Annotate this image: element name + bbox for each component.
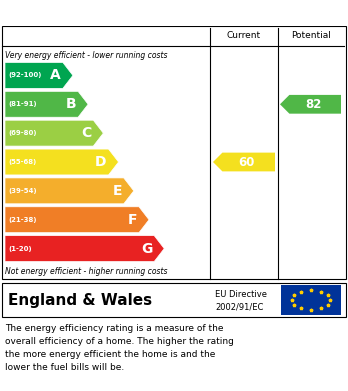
Text: Not energy efficient - higher running costs: Not energy efficient - higher running co…: [5, 267, 167, 276]
Bar: [2, 283, 346, 317]
Bar: [281, 285, 341, 315]
Text: (55-68): (55-68): [8, 159, 36, 165]
Text: C: C: [81, 126, 91, 140]
Text: Energy Efficiency Rating: Energy Efficiency Rating: [63, 5, 285, 20]
Text: 82: 82: [305, 98, 322, 111]
Text: A: A: [50, 68, 61, 83]
Polygon shape: [213, 152, 275, 171]
Text: 60: 60: [239, 156, 255, 169]
Text: D: D: [95, 155, 106, 169]
Text: (21-38): (21-38): [8, 217, 37, 223]
Text: G: G: [141, 242, 152, 256]
Text: Potential: Potential: [291, 32, 331, 41]
Polygon shape: [280, 95, 341, 114]
Text: (69-80): (69-80): [8, 130, 37, 136]
Text: (81-91): (81-91): [8, 101, 37, 107]
Polygon shape: [5, 207, 149, 233]
Text: England & Wales: England & Wales: [8, 292, 152, 307]
Polygon shape: [5, 236, 164, 262]
Text: F: F: [127, 213, 137, 227]
Text: Current: Current: [227, 32, 261, 41]
Polygon shape: [5, 178, 134, 204]
Text: (1-20): (1-20): [8, 246, 32, 251]
Text: 2002/91/EC: 2002/91/EC: [215, 302, 263, 311]
Text: B: B: [65, 97, 76, 111]
Text: EU Directive: EU Directive: [215, 290, 267, 299]
Text: E: E: [112, 184, 122, 198]
Text: Very energy efficient - lower running costs: Very energy efficient - lower running co…: [5, 52, 167, 61]
Text: (39-54): (39-54): [8, 188, 37, 194]
Polygon shape: [5, 91, 88, 117]
Text: The energy efficiency rating is a measure of the
overall efficiency of a home. T: The energy efficiency rating is a measur…: [5, 324, 234, 371]
Polygon shape: [5, 120, 103, 146]
Polygon shape: [5, 149, 119, 175]
Polygon shape: [5, 63, 73, 88]
Text: (92-100): (92-100): [8, 72, 41, 79]
